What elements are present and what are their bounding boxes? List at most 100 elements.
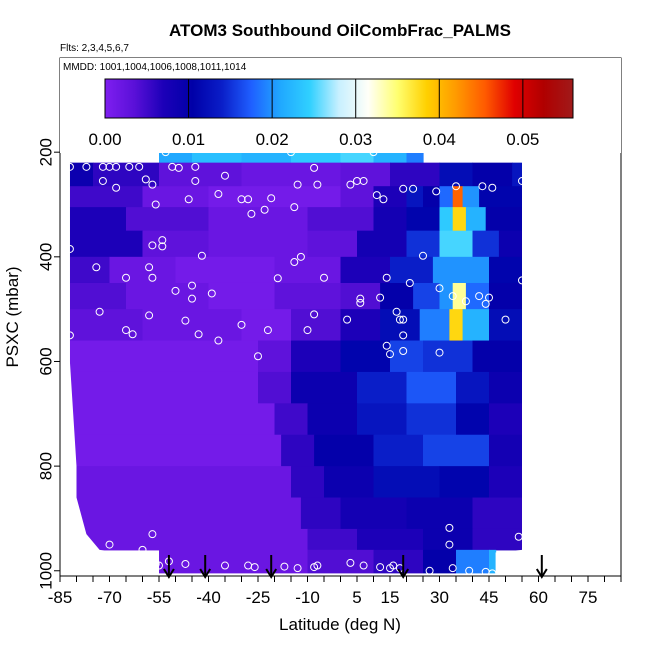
data-point (432, 187, 441, 196)
heatmap-cell (406, 186, 424, 208)
data-point (448, 564, 457, 573)
data-point (514, 532, 523, 541)
heatmap-cell (307, 230, 358, 258)
data-point (250, 563, 259, 572)
data-point (105, 540, 114, 549)
data-point (112, 183, 121, 192)
heatmap-cell (472, 230, 500, 258)
heatmap-cell (472, 497, 523, 530)
colorbar (104, 78, 574, 119)
heatmap-cell (439, 186, 454, 208)
y-axis: 200 400 600 800 1000 (36, 138, 60, 590)
colorbar-tick-label: 0.05 (506, 130, 539, 149)
heatmap-cell (432, 256, 490, 284)
flight-arrow (163, 555, 175, 579)
data-point (310, 163, 319, 172)
flight-arrow (535, 555, 548, 579)
heatmap-cell (373, 207, 408, 232)
arrow-head (163, 568, 175, 579)
heatmap-cell (109, 256, 177, 284)
heatmap-cell (472, 162, 513, 187)
heatmap-cell (489, 282, 523, 310)
heatmap-cell (340, 186, 375, 208)
data-point (112, 162, 121, 171)
heatmap-cell (357, 403, 408, 436)
data-point (148, 241, 157, 250)
data-point (303, 326, 312, 335)
data-point (290, 258, 299, 267)
data-point (296, 252, 305, 261)
heatmap-cell (472, 340, 523, 373)
heatmap-cell (390, 256, 434, 284)
data-point (194, 330, 203, 339)
heatmap-cell (307, 403, 358, 436)
data-point (267, 194, 276, 203)
heatmap-cell (300, 497, 342, 530)
heatmap-cell (462, 309, 490, 342)
data-point (379, 195, 388, 204)
heatmap-cell (439, 466, 490, 499)
heatmap-cell (69, 256, 111, 284)
heatmap-cell (489, 549, 497, 574)
data-point (356, 298, 365, 307)
arrow-head (199, 568, 212, 579)
heatmap-cell (69, 434, 282, 467)
data-point (346, 180, 355, 189)
heatmap-cell (406, 403, 457, 436)
heatmap-cell (126, 282, 210, 310)
heatmap-cell (423, 528, 474, 551)
data-point (221, 171, 229, 180)
y-tick-label: 200 (36, 138, 55, 166)
colorbar-tick-label: 0.02 (256, 130, 289, 149)
data-point (376, 563, 385, 572)
data-point (389, 561, 398, 570)
data-point (214, 336, 223, 345)
heatmap-cell (465, 207, 487, 232)
data-point (141, 175, 150, 184)
data-point (188, 294, 196, 303)
data-point (158, 236, 167, 245)
flight-arrows (163, 555, 548, 579)
heatmap-cell (258, 371, 292, 404)
data-point (214, 190, 223, 199)
x-axis-label: Latitude (deg N) (279, 615, 401, 634)
data-point (221, 561, 229, 570)
heatmap-cell (208, 207, 309, 232)
data-point (174, 163, 183, 172)
data-point (280, 562, 289, 571)
data-point (313, 561, 322, 570)
heatmap-cell (324, 466, 375, 499)
x-tick-label: -40 (196, 588, 221, 607)
heatmap-cell (69, 340, 259, 373)
data-point (372, 191, 381, 200)
data-point (191, 162, 200, 171)
data-point (148, 180, 157, 189)
data-point (135, 162, 144, 171)
heatmap-cell (489, 403, 523, 436)
x-tick-label: -70 (97, 588, 122, 607)
heatmap-cell (489, 371, 523, 404)
arrow-head (535, 568, 548, 579)
data-point (65, 162, 74, 171)
data-point (419, 251, 427, 260)
x-tick-label: -85 (48, 588, 73, 607)
x-tick-label: 75 (579, 588, 598, 607)
heatmap-cell (439, 207, 454, 232)
heatmap-cell (423, 186, 441, 208)
heatmap-cell (126, 207, 210, 232)
heatmap-cell (406, 207, 441, 232)
x-tick-label: 45 (480, 588, 499, 607)
data-point (145, 311, 154, 320)
heatmap-cell (159, 549, 309, 574)
heatmap-cell (69, 371, 259, 404)
data-point (263, 326, 272, 335)
heatmap-cell (291, 466, 325, 499)
data-point (382, 341, 391, 350)
heatmap-cell (241, 162, 342, 187)
data-point (485, 293, 493, 302)
heatmap-cell (340, 497, 408, 530)
heatmap-cell (423, 340, 474, 373)
y-tick-label: 400 (36, 243, 55, 271)
heatmap-cell (390, 340, 424, 373)
